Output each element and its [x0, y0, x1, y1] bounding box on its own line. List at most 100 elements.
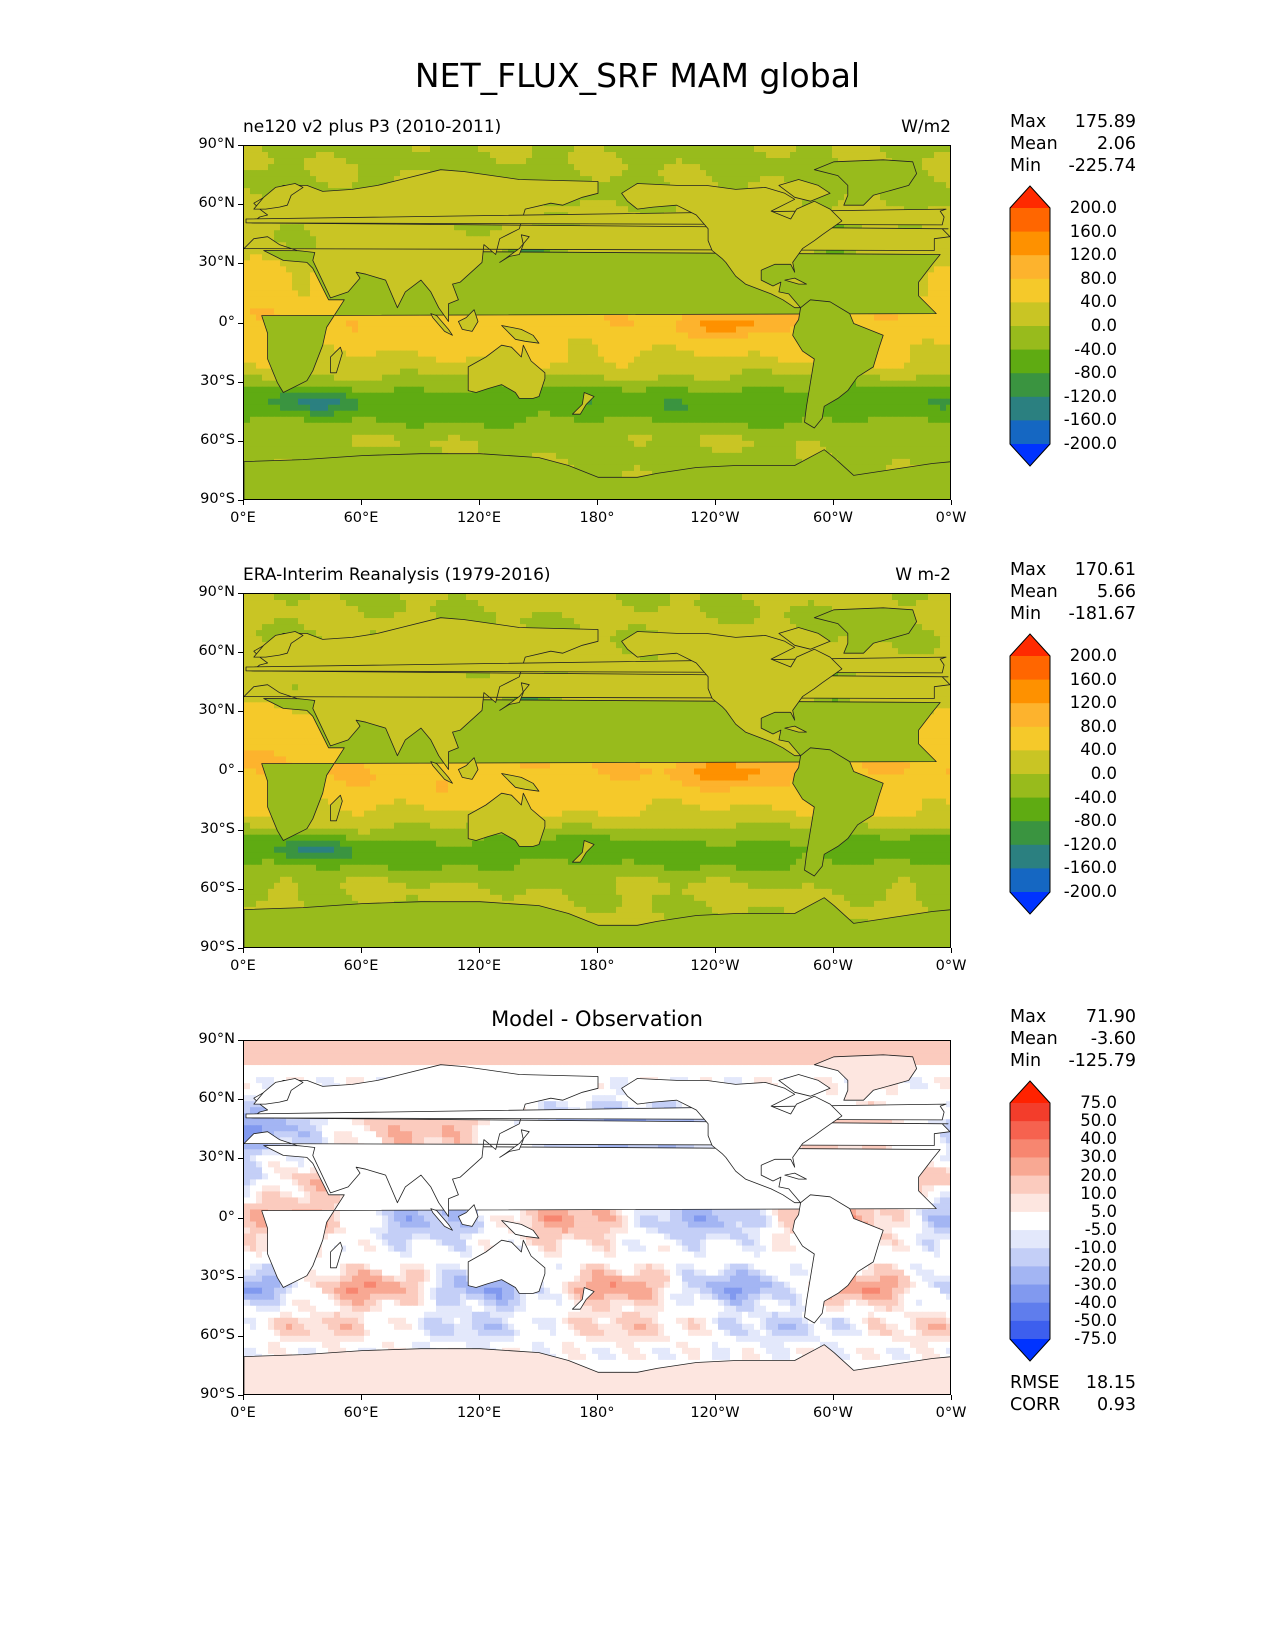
land-cuba	[784, 277, 807, 285]
lat-tick-mark	[238, 593, 243, 594]
colorbar-tick-label: 40.0	[1057, 1131, 1117, 1148]
stats-row-max: Max 170.61	[1010, 559, 1136, 581]
lon-tick-mark	[361, 500, 362, 505]
colorbar-bin	[1010, 255, 1050, 280]
lon-tick-label: 120°W	[685, 958, 745, 974]
land-japan	[499, 682, 530, 711]
colorbar-tick-label: -80.0	[1057, 812, 1117, 829]
lat-tick-label: 0°	[181, 762, 235, 778]
lat-tick-mark	[238, 204, 243, 206]
land-nz	[572, 840, 595, 863]
land-cuba	[784, 725, 807, 733]
land-scand	[253, 1078, 304, 1105]
lat-tick-label: 0°	[181, 1209, 235, 1225]
lon-tick-mark	[479, 1395, 480, 1400]
lon-tick-mark	[243, 948, 244, 953]
colorbar-bin	[1010, 349, 1050, 374]
lon-tick-mark	[715, 1395, 716, 1400]
colorbar-tick-label: 0.0	[1057, 317, 1117, 334]
map-difference	[243, 1040, 951, 1395]
colorbar-tick-label: -200.0	[1057, 435, 1117, 452]
colorbar-bin	[1010, 844, 1050, 869]
colorbar-bin	[1010, 821, 1050, 846]
lat-tick-mark	[238, 145, 243, 146]
land-cuba	[784, 1172, 807, 1180]
panel-units: W m-2	[895, 565, 951, 585]
land-antarctica	[244, 449, 950, 499]
colorbar-bin	[1010, 302, 1050, 327]
lat-tick-mark	[238, 1158, 243, 1160]
stats-label: Mean	[1010, 133, 1058, 155]
land-greenland	[813, 1054, 917, 1101]
stats-value: 0.93	[1097, 1394, 1136, 1416]
colorbar-tick-label: 40.0	[1057, 742, 1117, 759]
land-borneo	[458, 309, 479, 332]
land-australia	[467, 344, 546, 399]
colorbar-bin	[1010, 208, 1050, 233]
lat-tick-mark	[238, 1040, 243, 1041]
lon-tick-label: 0°W	[921, 510, 981, 526]
lat-tick-mark	[238, 322, 243, 324]
colorbar-tick-label: -50.0	[1057, 1312, 1117, 1329]
lat-tick-mark	[238, 263, 243, 265]
land-newguinea	[501, 773, 540, 792]
colorbar	[1009, 185, 1051, 467]
colorbar-extend-min	[1010, 892, 1050, 914]
stats-value: 175.89	[1075, 111, 1136, 133]
land-borneo	[458, 757, 479, 780]
colorbar-bin	[1010, 868, 1050, 893]
land-borneo	[458, 1204, 479, 1227]
lat-tick-mark	[238, 1276, 243, 1278]
land-madagascar	[330, 794, 343, 822]
lon-tick-label: 180°	[567, 958, 627, 974]
colorbar-tick-label: 120.0	[1057, 246, 1117, 263]
land-samerica	[792, 299, 884, 429]
land-baffin	[778, 1074, 831, 1097]
colorbar-tick-label: 160.0	[1057, 671, 1117, 688]
colorbar-extend-min	[1010, 1339, 1050, 1361]
colorbar-tick-label: 160.0	[1057, 223, 1117, 240]
lat-tick-mark	[238, 711, 243, 713]
colorbar-bin	[1010, 420, 1050, 445]
stats-value: 170.61	[1075, 559, 1136, 581]
colorbar-bin	[1010, 1211, 1050, 1231]
colorbar-bin	[1010, 326, 1050, 351]
lat-tick-mark	[238, 1335, 243, 1337]
lon-tick-mark	[243, 500, 244, 505]
lon-tick-label: 60°W	[803, 1405, 863, 1421]
stats-label: Max	[1010, 1006, 1046, 1028]
panel-subtitle-left: ne120 v2 plus P3 (2010-2011)	[243, 117, 501, 137]
coastlines	[244, 159, 950, 499]
lon-tick-label: 60°W	[803, 510, 863, 526]
colorbar-bin	[1010, 231, 1050, 256]
colorbar-tick-label: -120.0	[1057, 388, 1117, 405]
panel-units: W/m2	[901, 117, 951, 137]
stats-label: Mean	[1010, 1028, 1058, 1050]
colorbar-tick-label: -40.0	[1057, 341, 1117, 358]
lon-tick-label: 180°	[567, 1405, 627, 1421]
lon-tick-label: 0°W	[921, 958, 981, 974]
colorbar-bin	[1010, 1193, 1050, 1213]
lon-tick-mark	[597, 1395, 598, 1400]
stats-label: RMSE	[1010, 1372, 1059, 1394]
colorbar-tick-label: 20.0	[1057, 1167, 1117, 1184]
land-samerica	[792, 1194, 884, 1324]
colorbar	[1009, 633, 1051, 915]
coastlines	[244, 607, 950, 947]
stats-label: CORR	[1010, 1394, 1060, 1416]
lat-tick-mark	[238, 381, 243, 383]
colorbar-bin	[1010, 278, 1050, 303]
colorbar-tick-label: -160.0	[1057, 860, 1117, 877]
stats-label: Min	[1010, 1050, 1041, 1072]
stats-block: Max 71.90 Mean -3.60 Min -125.79	[1010, 1006, 1136, 1072]
lat-tick-mark	[238, 1395, 243, 1396]
stats-label: Max	[1010, 559, 1046, 581]
lon-tick-label: 120°E	[449, 1405, 509, 1421]
lon-tick-mark	[951, 948, 952, 953]
lon-tick-label: 0°E	[213, 1405, 273, 1421]
colorbar-tick-label: 0.0	[1057, 765, 1117, 782]
lon-tick-label: 120°E	[449, 958, 509, 974]
colorbar-tick-label: -160.0	[1057, 412, 1117, 429]
colorbar-extend-max	[1010, 186, 1050, 208]
lon-tick-mark	[597, 948, 598, 953]
